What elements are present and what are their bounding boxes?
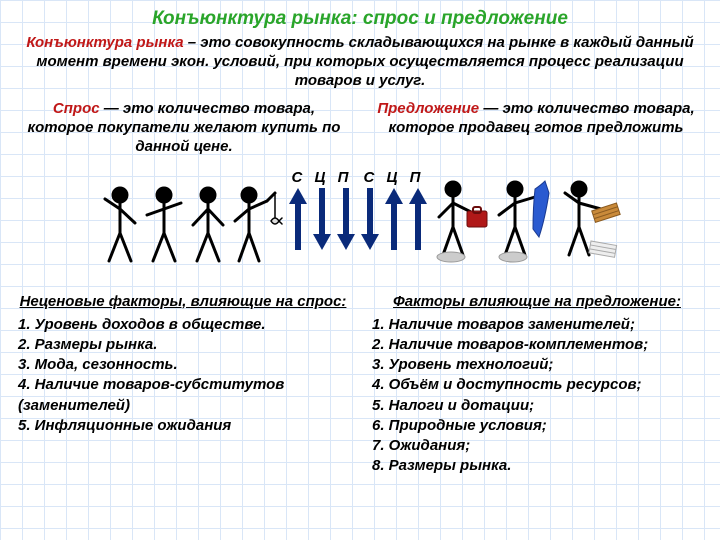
illustration-row: С Ц П С Ц П — [18, 169, 702, 279]
arrow-down-icon — [337, 188, 355, 250]
market-definition: Конъюнктура рынка – это совокупность скл… — [18, 34, 702, 90]
supply-factors-heading: Факторы влияющие на предложение: — [372, 293, 702, 311]
slide-content: Конъюнктура рынка: спрос и предложение К… — [0, 0, 720, 485]
buyers-figures — [99, 175, 283, 265]
list-item: 5. Инфляционные ожидания — [18, 416, 348, 436]
stick-figure-tie-icon — [493, 179, 553, 265]
stick-figure-wood-icon — [557, 179, 621, 265]
stick-figure-fishing-icon — [231, 185, 283, 265]
demand-term: Спрос — [53, 100, 100, 117]
list-item: 8. Размеры рынка. — [372, 456, 702, 476]
list-item: 6. Природные условия; — [372, 416, 702, 436]
list-item: 3. Уровень технологий; — [372, 355, 702, 375]
demand-definition: Спрос — это количество товара, которое п… — [18, 100, 350, 156]
stick-figure-icon — [99, 185, 141, 265]
list-item: 7. Ожидания; — [372, 436, 702, 456]
list-item: 4. Наличие товаров-субститутов (замените… — [18, 375, 348, 416]
scp-label-left: С Ц П — [292, 169, 353, 186]
arrow-up-icon — [409, 188, 427, 250]
arrow-down-icon — [361, 188, 379, 250]
list-item: 5. Налоги и дотации; — [372, 396, 702, 416]
list-item: 1. Наличие товаров заменителей; — [372, 315, 702, 335]
demand-factors-column: Неценовые факторы, влияющие на спрос: 1.… — [18, 293, 348, 477]
demand-column: Спрос — это количество товара, которое п… — [18, 100, 350, 162]
stick-figure-icon — [187, 185, 229, 265]
sellers-figures — [433, 175, 621, 265]
definition-term: Конъюнктура рынка — [26, 34, 183, 51]
factors-row: Неценовые факторы, влияющие на спрос: 1.… — [18, 293, 702, 477]
demand-supply-row: Спрос — это количество товара, которое п… — [18, 100, 702, 162]
supply-definition: Предложение — это количество товара, кот… — [370, 100, 702, 138]
stick-figure-bag-icon — [433, 179, 489, 265]
slide-title: Конъюнктура рынка: спрос и предложение — [18, 8, 702, 30]
supply-arrows-block: С Ц П — [361, 169, 427, 250]
scp-label-right: С Ц П — [364, 169, 425, 186]
demand-arrows-block: С Ц П — [289, 169, 355, 250]
demand-factors-list: 1. Уровень доходов в обществе. 2. Размер… — [18, 315, 348, 437]
arrow-up-icon — [385, 188, 403, 250]
list-item: 1. Уровень доходов в обществе. — [18, 315, 348, 335]
supply-factors-list: 1. Наличие товаров заменителей; 2. Налич… — [372, 315, 702, 477]
supply-column: Предложение — это количество товара, кот… — [370, 100, 702, 162]
list-item: 4. Объём и доступность ресурсов; — [372, 375, 702, 395]
supply-term: Предложение — [377, 100, 479, 117]
stick-figure-icon — [143, 185, 185, 265]
arrow-up-icon — [289, 188, 307, 250]
supply-factors-column: Факторы влияющие на предложение: 1. Нали… — [372, 293, 702, 477]
list-item: 2. Размеры рынка. — [18, 335, 348, 355]
list-item: 3. Мода, сезонность. — [18, 355, 348, 375]
supply-arrows — [361, 188, 427, 250]
demand-factors-heading: Неценовые факторы, влияющие на спрос: — [18, 293, 348, 311]
list-item: 2. Наличие товаров-комплементов; — [372, 335, 702, 355]
arrow-down-icon — [313, 188, 331, 250]
demand-arrows — [289, 188, 355, 250]
